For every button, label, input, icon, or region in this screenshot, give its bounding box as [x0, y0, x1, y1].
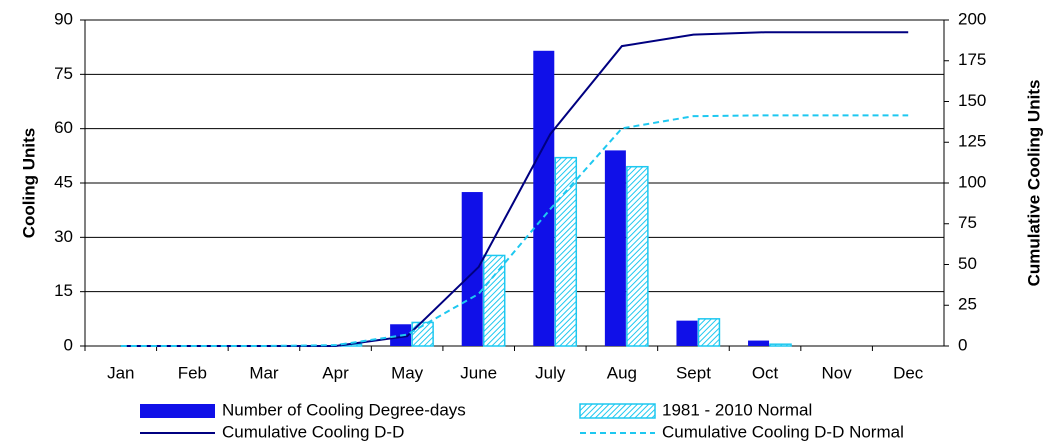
y2-tick-label: 25	[958, 295, 977, 314]
y2-tick-label: 150	[958, 91, 986, 110]
y2-tick-label: 100	[958, 172, 986, 191]
y2-tick-label: 50	[958, 254, 977, 273]
x-tick-label: Aug	[607, 363, 637, 382]
x-tick-label: May	[391, 363, 424, 382]
y2-axis-title: Cumulative Cooling Units	[1024, 80, 1043, 287]
y2-tick-label: 75	[958, 213, 977, 232]
bar	[769, 343, 792, 347]
y2-tick-label: 0	[958, 335, 967, 354]
x-tick-label: Oct	[752, 363, 779, 382]
legend-label: Number of Cooling Degree-days	[222, 400, 466, 419]
x-tick-label: Jan	[107, 363, 134, 382]
line	[120, 31, 909, 347]
legend-label: Cumulative Cooling D-D Normal	[662, 422, 904, 441]
y-tick-label: 0	[64, 335, 73, 354]
y-tick-label: 30	[54, 227, 73, 246]
bar	[626, 165, 649, 347]
y2-tick-label: 125	[958, 132, 986, 151]
line	[120, 114, 909, 347]
y2-tick-label: 200	[958, 9, 986, 28]
x-tick-label: Feb	[178, 363, 207, 382]
bar	[533, 50, 555, 347]
y2-tick-label: 175	[958, 50, 986, 69]
y-tick-label: 15	[54, 281, 73, 300]
x-tick-label: Nov	[822, 363, 853, 382]
x-tick-label: Mar	[249, 363, 279, 382]
x-tick-label: Apr	[322, 363, 349, 382]
bar	[604, 150, 626, 346]
y-tick-label: 60	[54, 118, 73, 137]
legend-label: 1981 - 2010 Normal	[662, 400, 812, 419]
bar	[461, 192, 483, 346]
x-tick-label: July	[535, 363, 566, 382]
y-tick-label: 90	[54, 9, 73, 28]
x-tick-label: Dec	[893, 363, 924, 382]
y-axis-title: Cooling Units	[19, 128, 38, 238]
bar	[748, 340, 770, 346]
bar	[676, 320, 698, 346]
bar	[482, 254, 506, 347]
legend-swatch	[579, 403, 656, 419]
legend-label: Cumulative Cooling D-D	[222, 422, 404, 441]
bar	[554, 156, 578, 347]
legend-swatch	[140, 404, 215, 418]
y-tick-label: 45	[54, 172, 73, 191]
x-tick-label: June	[460, 363, 497, 382]
bar	[697, 318, 721, 347]
y-tick-label: 75	[54, 64, 73, 83]
x-tick-label: Sept	[676, 363, 711, 382]
